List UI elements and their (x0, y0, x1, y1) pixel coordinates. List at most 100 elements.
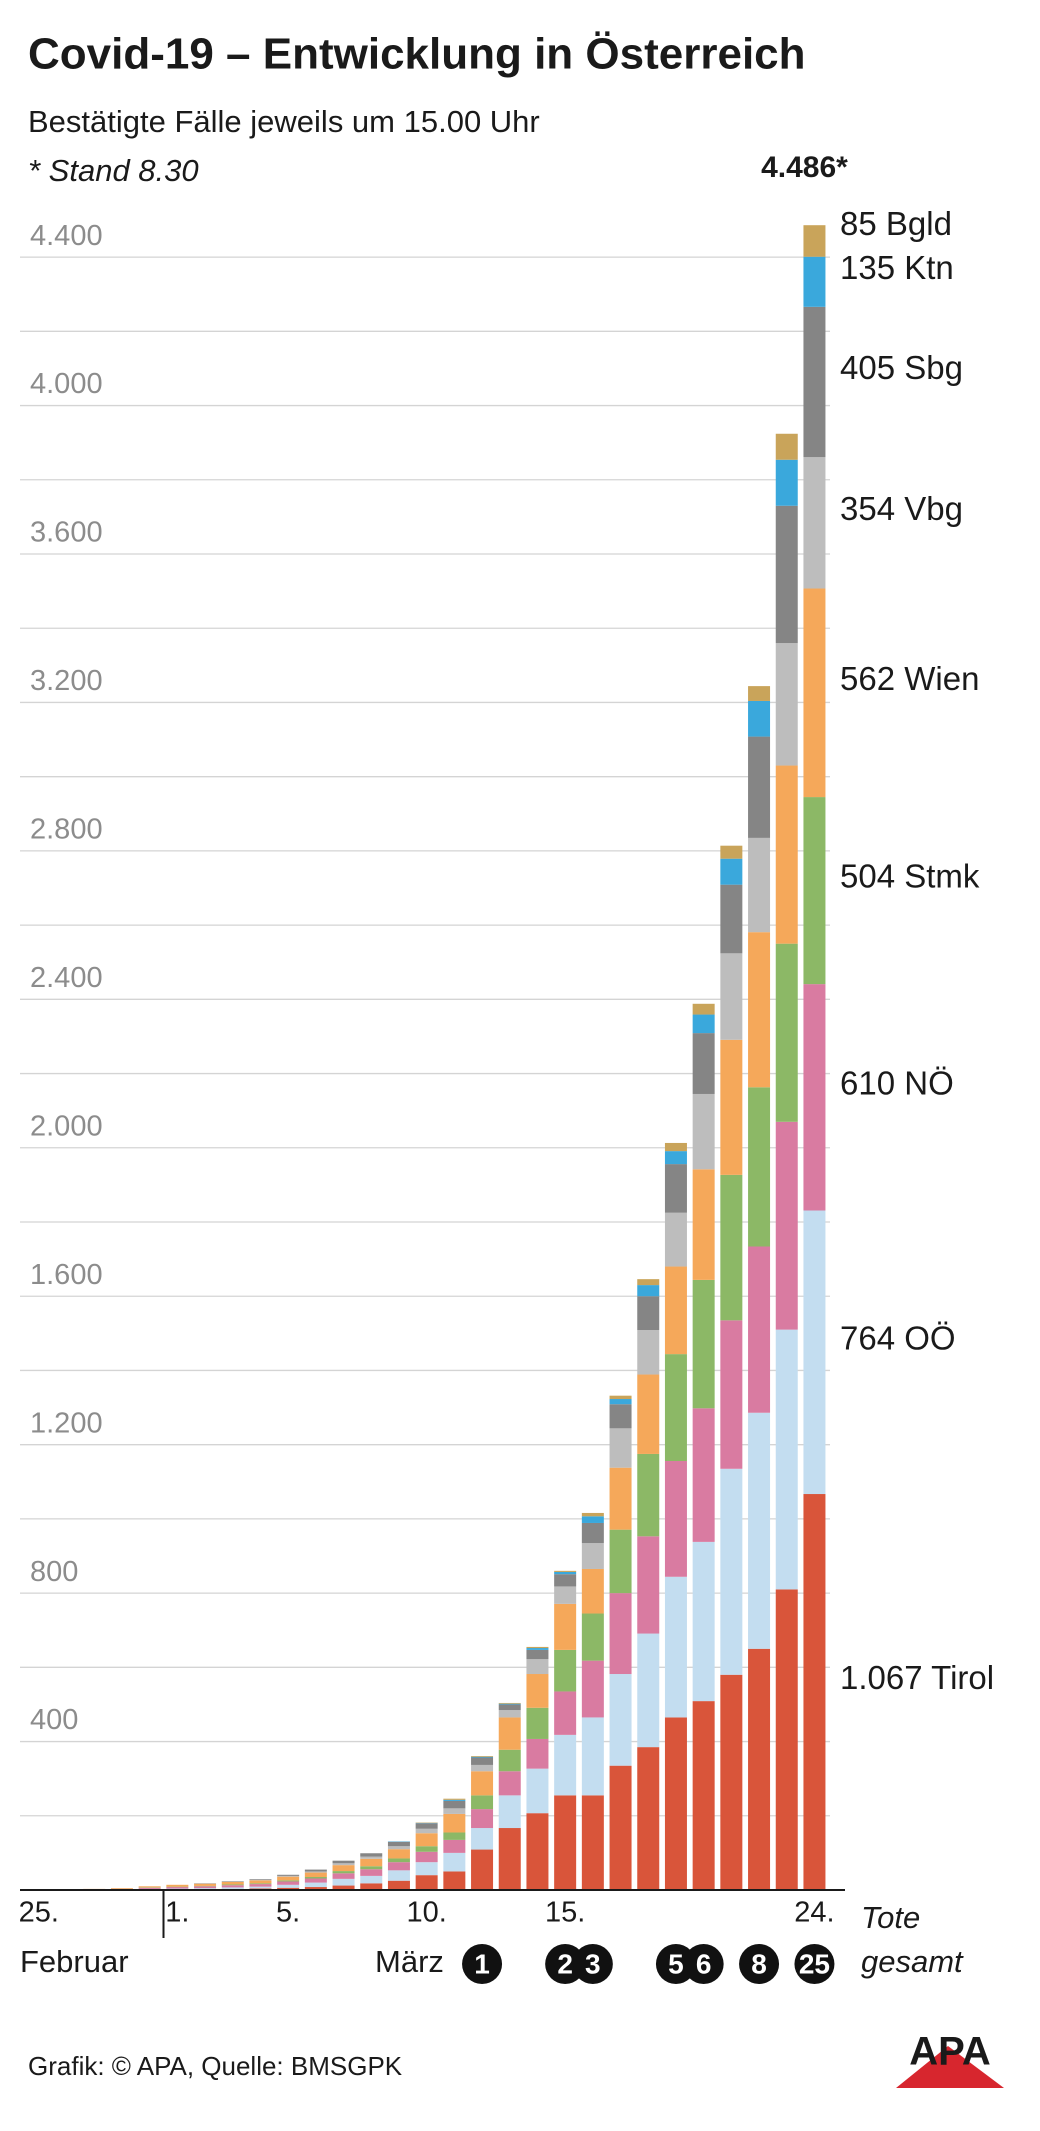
bar-segment (387, 1858, 410, 1863)
bar-segment (360, 1856, 383, 1859)
logo: APA (896, 2030, 1004, 2088)
death-marker (739, 1944, 780, 1984)
bar-segment (803, 306, 826, 458)
bar-segment (637, 1453, 660, 1537)
bar-segment (498, 1771, 521, 1796)
series-label: 562 Wien (840, 660, 979, 697)
bar-segment (498, 1717, 521, 1750)
bar-segment (194, 1883, 217, 1886)
bar-segment (443, 1808, 466, 1814)
bar-segment (277, 1876, 300, 1881)
bar-segment (775, 1589, 798, 1890)
series-name: Wien (904, 660, 979, 697)
bar-segment (526, 1659, 549, 1675)
y-tick-label: 2.000 (30, 1110, 103, 1142)
bar-segment (664, 1164, 687, 1213)
y-tick-label: 1.200 (30, 1407, 103, 1439)
bar-segment (775, 1121, 798, 1330)
x-tick-label: 25. (19, 1897, 59, 1929)
bar-segment (360, 1866, 383, 1870)
series-name: Stmk (904, 857, 980, 894)
bar-segment (554, 1795, 577, 1890)
bar-segment (526, 1813, 549, 1890)
bar-segment (775, 765, 798, 944)
bar-segment (775, 1329, 798, 1590)
bar-segment (277, 1881, 300, 1885)
bar-segment (609, 1674, 632, 1766)
bar-segment (360, 1853, 383, 1857)
bar-segment (581, 1613, 604, 1661)
series-name: Ktn (904, 249, 954, 286)
bar-segment (498, 1795, 521, 1829)
bar-segment (775, 943, 798, 1122)
bar-segment (692, 1033, 715, 1094)
series-name: Bgld (886, 205, 952, 242)
bar-segment (803, 1210, 826, 1495)
bar-segment (581, 1522, 604, 1544)
y-tick-label: 1.600 (30, 1259, 103, 1291)
y-tick-label: 2.800 (30, 814, 103, 846)
bar-segment (609, 1467, 632, 1530)
bar-segment (581, 1717, 604, 1796)
bar-segment (138, 1886, 161, 1888)
bar-segment (387, 1849, 410, 1859)
death-label: 25 (799, 1948, 830, 1979)
x-tick-label: 1. (165, 1897, 189, 1929)
bar-segment (803, 1494, 826, 1890)
bar-segment (471, 1809, 494, 1829)
month-label: März (375, 1944, 444, 1979)
bar-segment (415, 1823, 438, 1829)
bar-segment (692, 1408, 715, 1542)
series-label: 85 Bgld (840, 205, 952, 242)
bar-segment (526, 1649, 549, 1660)
bar-segment (526, 1768, 549, 1814)
bar-segment (609, 1428, 632, 1468)
x-tick-label: 10. (406, 1897, 446, 1929)
series-label: 764 OÖ (840, 1319, 956, 1356)
bar-segment (554, 1603, 577, 1650)
bar-segment (692, 1279, 715, 1409)
bar-segment (581, 1516, 604, 1523)
bar-segment (775, 433, 798, 460)
bar-segment (637, 1633, 660, 1748)
bar-segment (692, 1701, 715, 1890)
bar-segment (415, 1828, 438, 1834)
bar-segment (637, 1747, 660, 1890)
bar-segment (554, 1571, 577, 1575)
bar-segment (692, 1003, 715, 1015)
bar-segment (720, 953, 743, 1040)
bar-segment (443, 1871, 466, 1890)
bar-segment (498, 1749, 521, 1772)
bar-segment (443, 1798, 466, 1800)
bar-segment (249, 1880, 272, 1884)
bar-segment (775, 505, 798, 644)
chart-subtitle: Bestätigte Fälle jeweils um 15.00 Uhr (28, 104, 540, 139)
death-marker (683, 1944, 724, 1984)
bar-segment (249, 1884, 272, 1887)
series-value: 764 (840, 1319, 895, 1356)
bar-segment (526, 1648, 549, 1650)
bar-segment (304, 1877, 327, 1879)
chart-title: Covid-19 – Entwicklung in Österreich (28, 30, 806, 79)
logo-mark (896, 2046, 1004, 2088)
bar-segment (637, 1329, 660, 1375)
bar-segment (720, 1468, 743, 1675)
bar-segment (415, 1846, 438, 1852)
bar-segment (720, 884, 743, 954)
y-tick-label: 2.400 (30, 962, 103, 994)
bar-segment (249, 1879, 272, 1880)
series-value: 562 (840, 660, 895, 697)
bar-segment (664, 1212, 687, 1267)
note: * Stand 8.30 (28, 153, 199, 188)
bar-segment (332, 1863, 355, 1866)
bar-segment (692, 1093, 715, 1170)
bar-segment (692, 1541, 715, 1702)
bar-segment (110, 1888, 133, 1889)
bar-segment (166, 1888, 189, 1890)
bar-segment (332, 1860, 355, 1864)
bar-segment (387, 1846, 410, 1850)
bar-segment (692, 1169, 715, 1280)
series-value: 504 (840, 857, 895, 894)
series-name: OÖ (904, 1319, 955, 1356)
